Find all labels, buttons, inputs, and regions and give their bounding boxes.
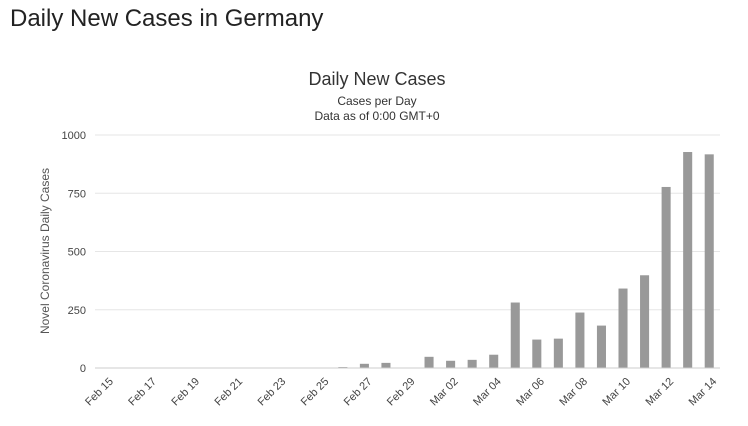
bar bbox=[359, 363, 369, 368]
bar bbox=[640, 275, 650, 368]
chart-subtitle: Cases per Day bbox=[337, 94, 416, 108]
bar bbox=[683, 152, 693, 368]
bar bbox=[381, 362, 391, 368]
bar bbox=[553, 338, 563, 368]
x-tick-label: Feb 21 bbox=[213, 376, 246, 409]
y-tick-label: 0 bbox=[80, 363, 86, 375]
y-tick-label: 1000 bbox=[62, 130, 86, 142]
y-tick-label: 750 bbox=[68, 188, 86, 200]
y-axis-ticks: 0 250 500 750 1000 bbox=[62, 130, 86, 375]
bar bbox=[704, 154, 714, 368]
x-tick-label: Feb 17 bbox=[126, 376, 159, 409]
bar bbox=[467, 359, 477, 368]
x-tick-label: Mar 14 bbox=[687, 376, 720, 409]
x-tick-label: Feb 25 bbox=[299, 376, 332, 409]
bar bbox=[424, 356, 434, 368]
x-tick-label: Mar 06 bbox=[514, 376, 547, 409]
x-tick-label: Feb 19 bbox=[169, 376, 202, 409]
y-tick-label: 500 bbox=[68, 247, 86, 259]
x-tick-label: Feb 15 bbox=[83, 376, 116, 409]
chart-title: Daily New Cases bbox=[308, 69, 445, 89]
x-tick-label: Feb 27 bbox=[342, 376, 375, 409]
x-tick-label: Mar 12 bbox=[644, 376, 677, 409]
chart-subtitle-date: Data as of 0:00 GMT+0 bbox=[314, 109, 439, 123]
x-tick-label: Mar 08 bbox=[557, 376, 590, 409]
bar bbox=[489, 354, 499, 368]
bar bbox=[575, 312, 585, 368]
bar bbox=[618, 288, 628, 368]
x-tick-label: Feb 29 bbox=[385, 376, 418, 409]
x-axis-ticks: Feb 15 Feb 17 Feb 19 Feb 21 Feb 23 Feb 25 Feb … bbox=[83, 376, 719, 409]
bar bbox=[510, 302, 520, 368]
bar bbox=[446, 360, 456, 368]
x-tick-label: Mar 10 bbox=[600, 376, 633, 409]
y-axis-label: Novel Coronavirus Daily Cases bbox=[38, 168, 52, 334]
bars bbox=[338, 152, 714, 368]
x-tick-label: Feb 23 bbox=[256, 376, 289, 409]
bar bbox=[596, 325, 606, 368]
bar bbox=[532, 339, 542, 368]
x-tick-label: Mar 02 bbox=[428, 376, 461, 409]
bar bbox=[661, 186, 671, 368]
gridlines bbox=[95, 134, 720, 311]
x-tick-label: Mar 04 bbox=[471, 376, 504, 409]
page-heading: Daily New Cases in Germany bbox=[10, 5, 324, 32]
y-tick-label: 250 bbox=[68, 305, 86, 317]
